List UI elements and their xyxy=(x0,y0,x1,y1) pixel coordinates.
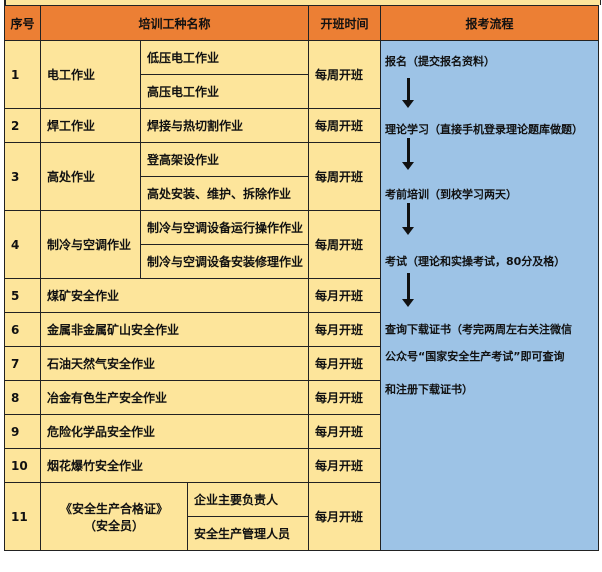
table-row: 安全生产管理人员 xyxy=(5,516,599,551)
row-time: 每月开班 xyxy=(308,482,381,551)
row-time: 每月开班 xyxy=(308,278,381,313)
training-table: 序号 培训工种名称 开班时间 报考流程 1 电工作业 低压电工作业 每周开班 报… xyxy=(4,5,599,551)
flow-step-1: 报名（提交报名资料） xyxy=(385,55,495,68)
row-no: 10 xyxy=(4,448,41,483)
row-time: 每周开班 xyxy=(308,108,381,143)
row-name: 冶金有色生产安全作业 xyxy=(40,380,309,415)
table-row: 3 高处作业 登高架设作业 每周开班 xyxy=(4,142,599,211)
row-no: 11 xyxy=(4,482,41,551)
header-row: 序号 培训工种名称 开班时间 报考流程 xyxy=(4,5,599,41)
table-row: 高压电工作业 xyxy=(5,74,599,109)
row-name: 煤矿安全作业 xyxy=(40,278,309,313)
table-row: 9 危险化学品安全作业 每月开班 xyxy=(4,414,599,449)
row-sub: 高压电工作业 xyxy=(140,74,309,109)
row-name-line1: 《安全生产合格证》 xyxy=(59,501,168,516)
row-time: 每月开班 xyxy=(308,448,381,483)
row-name: 石油天然气安全作业 xyxy=(40,346,309,381)
row-no: 9 xyxy=(4,414,41,449)
row-time: 每月开班 xyxy=(308,312,381,347)
row-sub: 低压电工作业 xyxy=(140,40,309,75)
header-flow: 报考流程 xyxy=(380,5,599,41)
row-name: 制冷与空调作业 xyxy=(40,210,141,279)
row-time: 每月开班 xyxy=(308,414,381,449)
row-sub: 焊接与热切割作业 xyxy=(140,108,309,143)
row-name: 电工作业 xyxy=(40,40,141,109)
flow-step-3: 考前培训（到校学习两天） xyxy=(385,188,517,201)
header-time: 开班时间 xyxy=(308,5,381,41)
row-sub: 高处安装、维护、拆除作业 xyxy=(140,176,309,211)
flow-step-5b: 公众号“国家安全生产考试”即可查询 xyxy=(385,350,565,363)
row-name: 《安全生产合格证》 （安全员） xyxy=(40,482,188,551)
arrow-down-icon xyxy=(402,78,414,108)
top-strip xyxy=(4,0,601,5)
row-time: 每周开班 xyxy=(308,142,381,211)
table-row: 制冷与空调设备安装修理作业 xyxy=(5,244,599,279)
row-time: 每周开班 xyxy=(308,210,381,279)
row-time: 每月开班 xyxy=(308,380,381,415)
row-name: 焊工作业 xyxy=(40,108,141,143)
row-sub: 登高架设作业 xyxy=(140,142,309,177)
flow-panel: 报名（提交报名资料） 理论学习（直接手机登录理论题库做题） 考前培训（到校学习两… xyxy=(380,40,599,551)
header-name: 培训工种名称 xyxy=(40,5,309,41)
table-row: 高处安装、维护、拆除作业 xyxy=(5,176,599,211)
row-name: 高处作业 xyxy=(40,142,141,211)
row-name-line2: （安全员） xyxy=(83,518,144,533)
row-sub: 制冷与空调设备安装修理作业 xyxy=(140,244,309,279)
row-no: 1 xyxy=(4,40,41,109)
row-no: 6 xyxy=(4,312,41,347)
row-sub: 制冷与空调设备运行操作作业 xyxy=(140,210,309,245)
arrow-down-icon xyxy=(402,273,414,307)
table-row: 4 制冷与空调作业 制冷与空调设备运行操作作业 每周开班 xyxy=(4,210,599,279)
row-sub: 企业主要负责人 xyxy=(187,482,309,517)
flow-step-5a: 查询下载证书（考完两周左右关注微信 xyxy=(385,323,572,336)
flow-step-2: 理论学习（直接手机登录理论题库做题） xyxy=(385,123,583,136)
flow-step-4: 考试（理论和实操考试，80分及格） xyxy=(385,255,566,268)
arrow-down-icon xyxy=(402,203,414,235)
table-row: 10 烟花爆竹安全作业 每月开班 xyxy=(4,448,599,483)
row-no: 7 xyxy=(4,346,41,381)
row-no: 8 xyxy=(4,380,41,415)
table-row: 1 电工作业 低压电工作业 每周开班 报名（提交报名资料） 理论学习（直接手机登… xyxy=(4,40,599,551)
row-name: 金属非金属矿山安全作业 xyxy=(40,312,309,347)
row-name: 危险化学品安全作业 xyxy=(40,414,309,449)
row-sub: 安全生产管理人员 xyxy=(187,516,309,551)
table-row: 11 《安全生产合格证》 （安全员） 企业主要负责人 每月开班 xyxy=(4,482,599,551)
flow-step-5c: 和注册下载证书） xyxy=(385,383,473,396)
arrow-down-icon xyxy=(402,138,414,170)
header-seq: 序号 xyxy=(4,5,41,41)
table-row: 2 焊工作业 焊接与热切割作业 每周开班 xyxy=(4,108,599,143)
row-no: 2 xyxy=(4,108,41,143)
row-time: 每周开班 xyxy=(308,40,381,109)
table-row: 7 石油天然气安全作业 每月开班 xyxy=(4,346,599,381)
row-no: 5 xyxy=(4,278,41,313)
row-no: 4 xyxy=(4,210,41,279)
row-name: 烟花爆竹安全作业 xyxy=(40,448,309,483)
row-time: 每月开班 xyxy=(308,346,381,381)
row-no: 3 xyxy=(4,142,41,211)
